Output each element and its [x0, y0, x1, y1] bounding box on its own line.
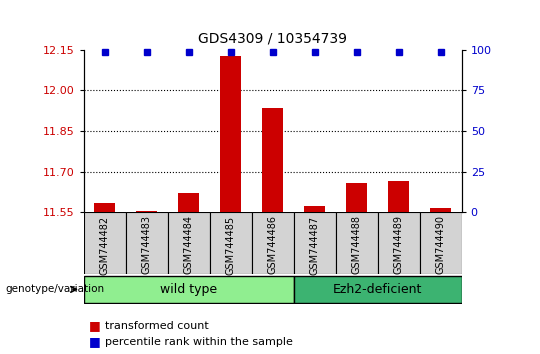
Bar	[220, 56, 241, 212]
Text: ■: ■	[89, 335, 101, 348]
Bar	[84, 276, 294, 303]
Bar	[377, 212, 420, 274]
Text: GSM744486: GSM744486	[268, 216, 278, 274]
Text: Ezh2-deficient: Ezh2-deficient	[333, 283, 422, 296]
Bar	[210, 212, 252, 274]
Text: GSM744487: GSM744487	[310, 216, 320, 275]
Text: GSM744490: GSM744490	[436, 216, 446, 274]
Text: genotype/variation: genotype/variation	[5, 284, 105, 295]
Bar	[294, 276, 462, 303]
Title: GDS4309 / 10354739: GDS4309 / 10354739	[198, 32, 347, 46]
Bar	[84, 212, 126, 274]
Text: GSM744488: GSM744488	[352, 216, 362, 274]
Bar	[262, 108, 283, 212]
Bar	[252, 212, 294, 274]
Bar	[168, 212, 210, 274]
Text: GSM744483: GSM744483	[141, 216, 152, 274]
Bar	[178, 193, 199, 212]
Bar	[430, 208, 451, 212]
Bar	[304, 206, 325, 212]
Bar	[94, 203, 115, 212]
Bar	[126, 212, 168, 274]
Bar	[388, 181, 409, 212]
Text: GSM744485: GSM744485	[226, 216, 235, 275]
Bar	[420, 212, 462, 274]
Bar	[346, 183, 367, 212]
Text: wild type: wild type	[160, 283, 217, 296]
Bar	[136, 211, 157, 212]
Text: GSM744482: GSM744482	[100, 216, 110, 275]
Bar	[336, 212, 377, 274]
Text: GSM744484: GSM744484	[184, 216, 194, 274]
Text: GSM744489: GSM744489	[394, 216, 404, 274]
Text: percentile rank within the sample: percentile rank within the sample	[105, 337, 293, 347]
Text: ■: ■	[89, 319, 101, 332]
Text: transformed count: transformed count	[105, 321, 209, 331]
Bar	[294, 212, 336, 274]
